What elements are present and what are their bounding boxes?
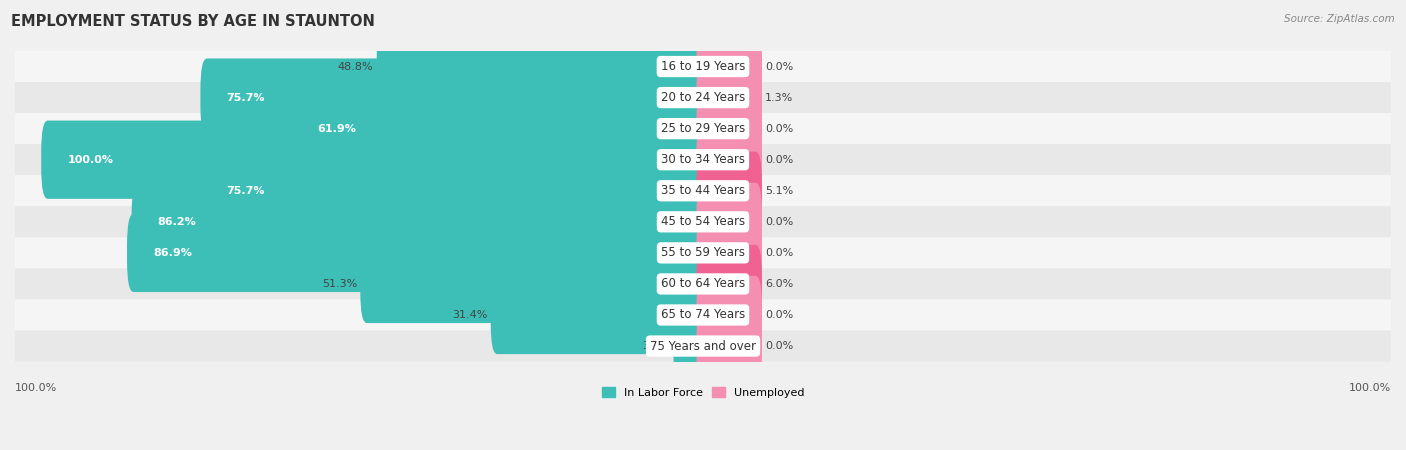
Text: 45 to 54 Years: 45 to 54 Years [661,215,745,228]
FancyBboxPatch shape [377,27,710,106]
FancyBboxPatch shape [201,152,710,230]
FancyBboxPatch shape [696,183,762,261]
FancyBboxPatch shape [15,237,1391,268]
Text: 75 Years and over: 75 Years and over [650,340,756,352]
FancyBboxPatch shape [132,183,710,261]
Text: 75.7%: 75.7% [226,186,266,196]
FancyBboxPatch shape [15,144,1391,175]
Text: 3.5%: 3.5% [643,341,671,351]
Text: 0.0%: 0.0% [765,217,793,227]
Text: EMPLOYMENT STATUS BY AGE IN STAUNTON: EMPLOYMENT STATUS BY AGE IN STAUNTON [11,14,375,28]
FancyBboxPatch shape [15,113,1391,144]
FancyBboxPatch shape [15,206,1391,237]
FancyBboxPatch shape [696,58,762,137]
Text: 16 to 19 Years: 16 to 19 Years [661,60,745,73]
Text: 51.3%: 51.3% [322,279,357,289]
FancyBboxPatch shape [491,276,710,354]
FancyBboxPatch shape [696,90,762,168]
Text: 75.7%: 75.7% [226,93,266,103]
FancyBboxPatch shape [15,82,1391,113]
FancyBboxPatch shape [15,175,1391,206]
Text: 31.4%: 31.4% [453,310,488,320]
FancyBboxPatch shape [15,51,1391,82]
FancyBboxPatch shape [291,90,710,168]
Text: 86.9%: 86.9% [153,248,193,258]
FancyBboxPatch shape [15,268,1391,299]
Text: 0.0%: 0.0% [765,341,793,351]
FancyBboxPatch shape [15,330,1391,362]
Text: 100.0%: 100.0% [1348,383,1391,393]
FancyBboxPatch shape [696,121,762,199]
FancyBboxPatch shape [696,27,762,106]
Text: 60 to 64 Years: 60 to 64 Years [661,278,745,290]
Text: 25 to 29 Years: 25 to 29 Years [661,122,745,135]
Text: 35 to 44 Years: 35 to 44 Years [661,184,745,197]
Text: 86.2%: 86.2% [157,217,197,227]
Text: 65 to 74 Years: 65 to 74 Years [661,309,745,321]
FancyBboxPatch shape [696,214,762,292]
Text: 6.0%: 6.0% [765,279,793,289]
Text: 30 to 34 Years: 30 to 34 Years [661,153,745,166]
Text: Source: ZipAtlas.com: Source: ZipAtlas.com [1284,14,1395,23]
FancyBboxPatch shape [360,245,710,323]
FancyBboxPatch shape [127,214,710,292]
Text: 0.0%: 0.0% [765,248,793,258]
FancyBboxPatch shape [41,121,710,199]
Text: 20 to 24 Years: 20 to 24 Years [661,91,745,104]
FancyBboxPatch shape [201,58,710,137]
FancyBboxPatch shape [15,299,1391,330]
Text: 61.9%: 61.9% [318,124,356,134]
Text: 0.0%: 0.0% [765,62,793,72]
Text: 100.0%: 100.0% [67,155,114,165]
Text: 0.0%: 0.0% [765,124,793,134]
FancyBboxPatch shape [673,307,710,385]
Text: 0.0%: 0.0% [765,155,793,165]
Text: 5.1%: 5.1% [765,186,793,196]
FancyBboxPatch shape [696,276,762,354]
FancyBboxPatch shape [696,307,762,385]
FancyBboxPatch shape [696,245,762,323]
Text: 55 to 59 Years: 55 to 59 Years [661,247,745,259]
Text: 0.0%: 0.0% [765,310,793,320]
Legend: In Labor Force, Unemployed: In Labor Force, Unemployed [598,383,808,403]
Text: 1.3%: 1.3% [765,93,793,103]
FancyBboxPatch shape [696,152,762,230]
Text: 48.8%: 48.8% [337,62,374,72]
Text: 100.0%: 100.0% [15,383,58,393]
